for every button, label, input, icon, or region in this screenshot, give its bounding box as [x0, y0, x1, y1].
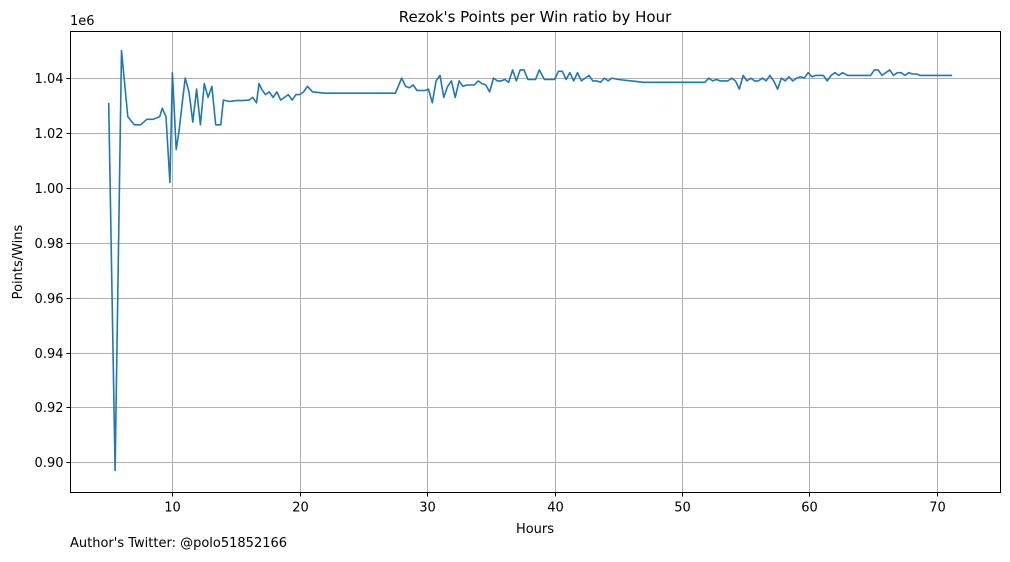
plot-frame — [70, 31, 1001, 493]
x-tick-label: 60 — [801, 501, 818, 516]
x-tick-labels: 10 20 30 40 50 60 70 — [164, 501, 946, 516]
x-tick-label: 40 — [547, 501, 564, 516]
series-layer — [107, 49, 953, 472]
x-tick-label: 50 — [674, 501, 691, 516]
y-tick-label: 1.00 — [35, 182, 64, 197]
y-tick-labels: 0.90 0.92 0.94 0.96 0.98 1.00 1.02 1.04 — [35, 72, 64, 471]
y-offset-label: 1e6 — [70, 14, 95, 29]
y-tick-label: 1.02 — [35, 127, 64, 142]
x-tick-label: 20 — [292, 501, 309, 516]
x-tick-label: 10 — [164, 501, 181, 516]
y-tick-label: 0.90 — [35, 456, 64, 471]
grid-lines — [70, 31, 1001, 493]
x-tick-label: 70 — [929, 501, 946, 516]
y-tick-label: 0.96 — [35, 292, 64, 307]
y-tick-label: 1.04 — [35, 72, 64, 87]
x-tick-label: 30 — [419, 501, 436, 516]
tick-marks — [66, 78, 938, 497]
y-tick-label: 0.94 — [35, 347, 64, 362]
y-tick-label: 0.92 — [35, 401, 64, 416]
chart-title: Rezok's Points per Win ratio by Hour — [399, 8, 672, 26]
author-twitter-credit: Author's Twitter: @polo51852166 — [70, 536, 288, 551]
series-line-points-per-win — [107, 49, 953, 472]
y-axis-label: Points/Wins — [11, 224, 26, 299]
x-axis-label: Hours — [516, 522, 554, 537]
y-tick-label: 0.98 — [35, 237, 64, 252]
